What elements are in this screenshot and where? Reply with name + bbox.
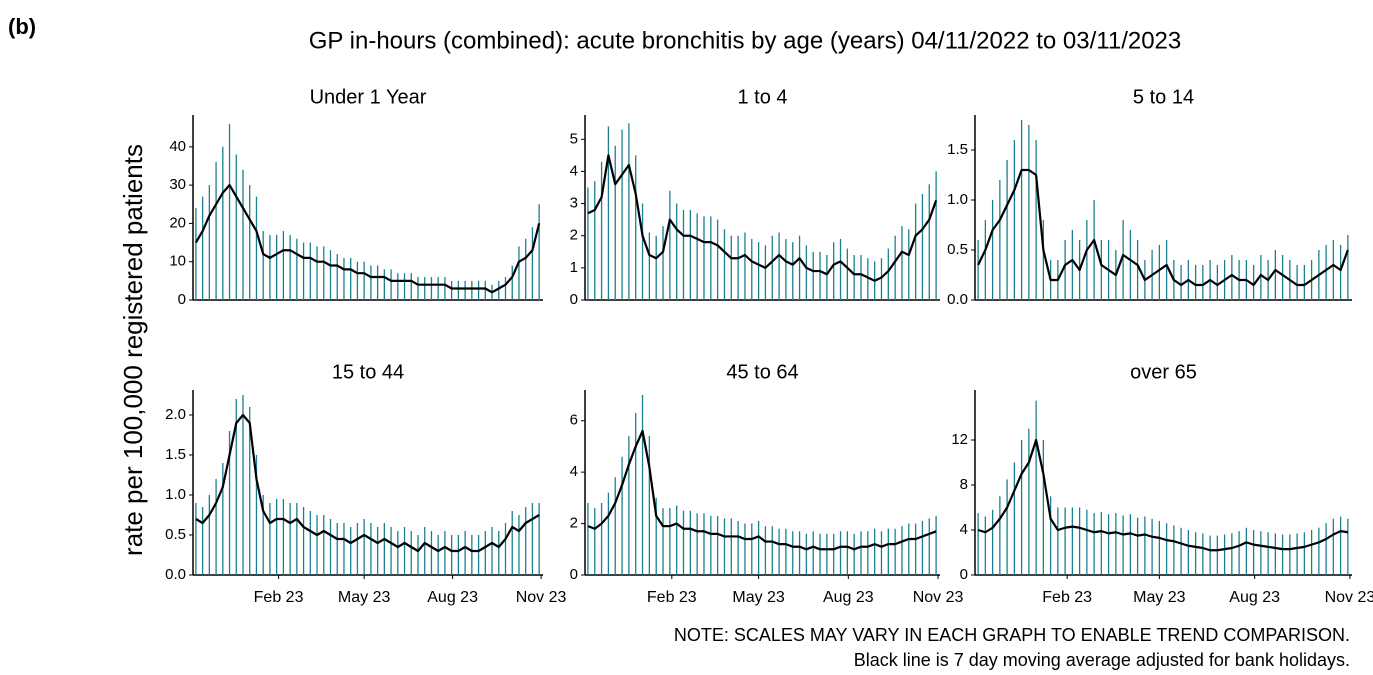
chart-title: GP in-hours (combined): acute bronchitis…	[309, 27, 1182, 54]
moving-average-line	[587, 429, 937, 551]
x-tick-label: Nov 23	[1325, 589, 1373, 606]
y-tick-label: 1.0	[165, 486, 186, 503]
y-tick-label: 0.5	[165, 526, 186, 543]
y-tick-label: 1.5	[165, 446, 186, 463]
y-tick-label: 40	[169, 138, 186, 155]
note: NOTE: SCALES MAY VARY IN EACH GRAPH TO E…	[674, 625, 1350, 645]
x-tick-label: Feb 23	[254, 589, 304, 606]
x-tick-label: Aug 23	[823, 589, 874, 606]
y-tick-label: 12	[951, 431, 968, 448]
x-tick-label: May 23	[338, 589, 391, 606]
y-tick-label: 0	[178, 291, 186, 308]
y-tick-label: 4	[570, 162, 578, 179]
y-tick-label: 0.5	[947, 241, 968, 258]
panel-title: 5 to 14	[1133, 86, 1194, 108]
panel-title: 15 to 44	[332, 361, 404, 383]
x-tick-label: Aug 23	[427, 589, 478, 606]
panel-title: 1 to 4	[737, 86, 787, 108]
y-tick-label: 1	[570, 259, 578, 276]
y-axis-label: rate per 100,000 registered patients	[118, 144, 148, 556]
x-tick-label: Nov 23	[913, 589, 964, 606]
y-tick-label: 10	[169, 253, 186, 270]
x-tick-label: Feb 23	[647, 589, 697, 606]
y-tick-label: 0	[570, 291, 578, 308]
y-tick-label: 1.0	[947, 191, 968, 208]
moving-average-line	[977, 438, 1349, 552]
y-tick-label: 8	[960, 476, 968, 493]
x-tick-label: Nov 23	[516, 589, 567, 606]
y-tick-label: 4	[960, 521, 968, 538]
y-tick-label: 1.5	[947, 141, 968, 158]
y-tick-label: 0	[960, 566, 968, 583]
y-tick-label: 2	[570, 227, 578, 244]
y-tick-label: 2.0	[165, 406, 186, 423]
y-tick-label: 30	[169, 176, 186, 193]
y-tick-label: 4	[570, 463, 578, 480]
x-tick-label: Feb 23	[1042, 589, 1092, 606]
y-tick-label: 6	[570, 412, 578, 429]
note: Black line is 7 day moving average adjus…	[854, 650, 1350, 670]
x-tick-label: May 23	[732, 589, 785, 606]
panel-title: 45 to 64	[726, 361, 798, 383]
y-tick-label: 0	[570, 566, 578, 583]
y-tick-label: 0.0	[165, 566, 186, 583]
panel-title: over 65	[1130, 361, 1197, 383]
y-tick-label: 5	[570, 130, 578, 147]
moving-average-line	[195, 413, 540, 553]
y-tick-label: 3	[570, 195, 578, 212]
panel-title: Under 1 Year	[310, 86, 427, 108]
panel-label: (b)	[8, 14, 36, 39]
moving-average-line	[977, 168, 1349, 287]
moving-average-line	[194, 184, 541, 294]
y-tick-label: 2	[570, 515, 578, 532]
x-tick-label: Aug 23	[1229, 589, 1280, 606]
x-tick-label: May 23	[1133, 589, 1186, 606]
y-tick-label: 0.0	[947, 291, 968, 308]
y-tick-label: 20	[169, 214, 186, 231]
moving-average-line	[587, 154, 938, 282]
